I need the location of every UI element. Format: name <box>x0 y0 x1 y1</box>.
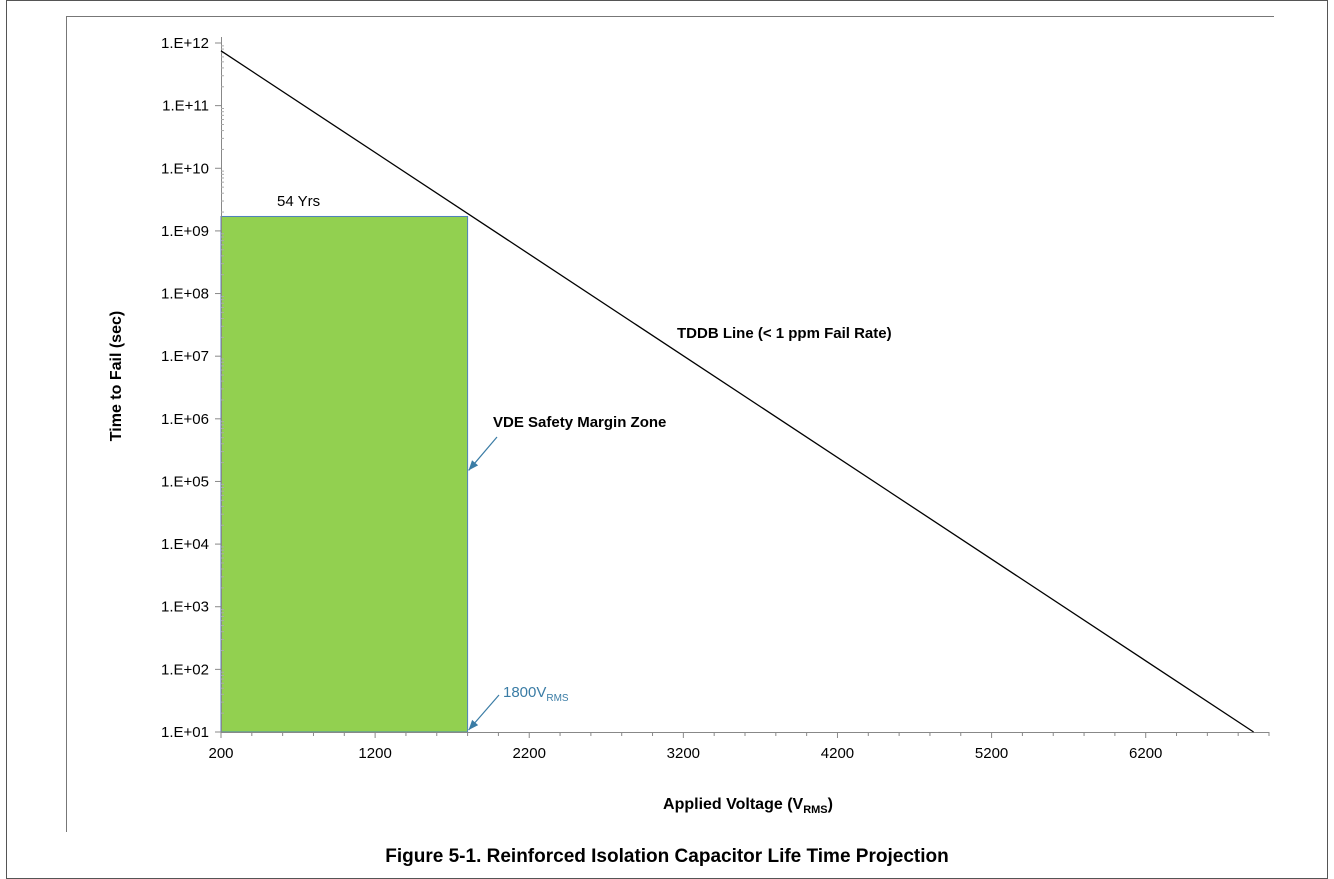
tddb-annotation: TDDB Line (< 1 ppm Fail Rate) <box>677 325 892 342</box>
y-tick-label: 1.E+11 <box>162 98 209 115</box>
y-tick-label: 1.E+09 <box>161 223 209 240</box>
series-layer <box>220 50 1254 733</box>
y-tick-label: 1.E+02 <box>161 661 209 678</box>
x-tick-label: 6200 <box>1129 745 1162 762</box>
x-tick-label: 5200 <box>975 745 1008 762</box>
y-tick-label: 1.E+03 <box>161 599 209 616</box>
tddb-line <box>220 50 1254 733</box>
x-tick-label: 4200 <box>821 745 854 762</box>
y-tick-labels: 1.E+01 1.E+02 1.E+03 1.E+04 1.E+05 1.E+06 1.E+… <box>161 35 209 741</box>
x-tick-label: 1200 <box>358 745 391 762</box>
y-tick-label: 1.E+05 <box>161 473 209 490</box>
x-tick-label: 2200 <box>513 745 546 762</box>
arrow-layer <box>468 436 500 731</box>
x-tick-labels: 200 1200 2200 3200 4200 5200 6200 <box>208 745 1162 762</box>
zone-layer <box>220 215 469 733</box>
vde-annotation: VDE Safety Margin Zone <box>493 414 666 431</box>
axes-layer <box>215 37 1270 738</box>
x-tick-label: 200 <box>208 745 233 762</box>
y-axis-title: Time to Fail (sec) <box>108 311 125 441</box>
voltage-annotation-sub: RMS <box>546 693 569 704</box>
y-tick-label: 1.E+01 <box>161 724 209 741</box>
y-tick-label: 1.E+12 <box>161 35 209 52</box>
x-axis-title: Applied Voltage (VRMS) <box>663 796 833 816</box>
x-axis-title-sub: RMS <box>803 804 827 816</box>
vde-arrowhead <box>468 460 479 471</box>
years-annotation: 54 Yrs <box>277 193 320 210</box>
vde-safety-zone <box>220 215 469 733</box>
x-axis-title-main: Applied Voltage (V <box>663 796 803 813</box>
y-tick-label: 1.E+04 <box>161 536 209 553</box>
voltage-arrowhead <box>468 719 479 730</box>
x-axis-title-close: ) <box>828 796 833 813</box>
x-tick-label: 3200 <box>667 745 700 762</box>
figure-caption: Figure 5-1. Reinforced Isolation Capacit… <box>385 846 949 867</box>
voltage-annotation: 1800VRMS <box>503 684 569 704</box>
y-tick-label: 1.E+07 <box>161 348 209 365</box>
y-tick-label: 1.E+10 <box>161 160 209 177</box>
voltage-annotation-value: 1800V <box>503 684 546 701</box>
y-tick-label: 1.E+08 <box>161 286 209 303</box>
y-tick-label: 1.E+06 <box>161 411 209 428</box>
